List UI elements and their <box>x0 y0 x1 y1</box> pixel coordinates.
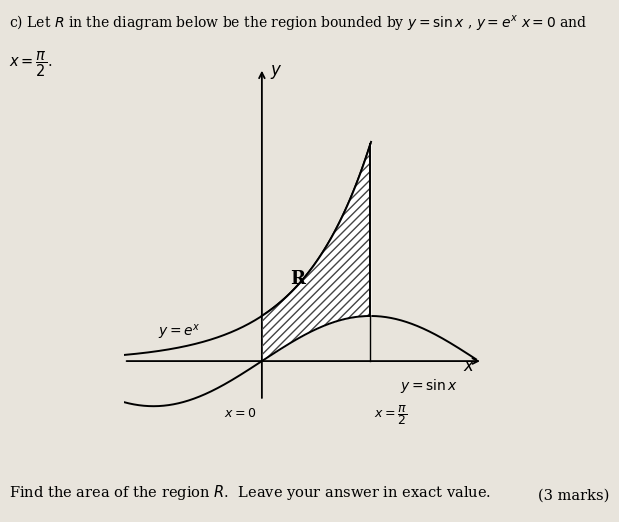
Text: $x = \dfrac{\pi}{2}$.: $x = \dfrac{\pi}{2}$. <box>9 50 53 79</box>
Text: Find the area of the region $R$.  Leave your answer in exact value.: Find the area of the region $R$. Leave y… <box>9 483 491 502</box>
Text: $x = 0$: $x = 0$ <box>224 408 256 421</box>
Text: $y = \sin x$: $y = \sin x$ <box>400 377 458 395</box>
Text: $y$: $y$ <box>270 63 283 80</box>
Text: (3 marks): (3 marks) <box>539 488 610 502</box>
Text: c) Let $R$ in the diagram below be the region bounded by $y = \sin x$ , $y = e^x: c) Let $R$ in the diagram below be the r… <box>9 13 587 32</box>
Text: $y = e^x$: $y = e^x$ <box>158 323 201 342</box>
Text: $x = \dfrac{\pi}{2}$: $x = \dfrac{\pi}{2}$ <box>374 403 407 427</box>
Text: R: R <box>290 270 305 288</box>
Text: $x$: $x$ <box>464 358 476 375</box>
